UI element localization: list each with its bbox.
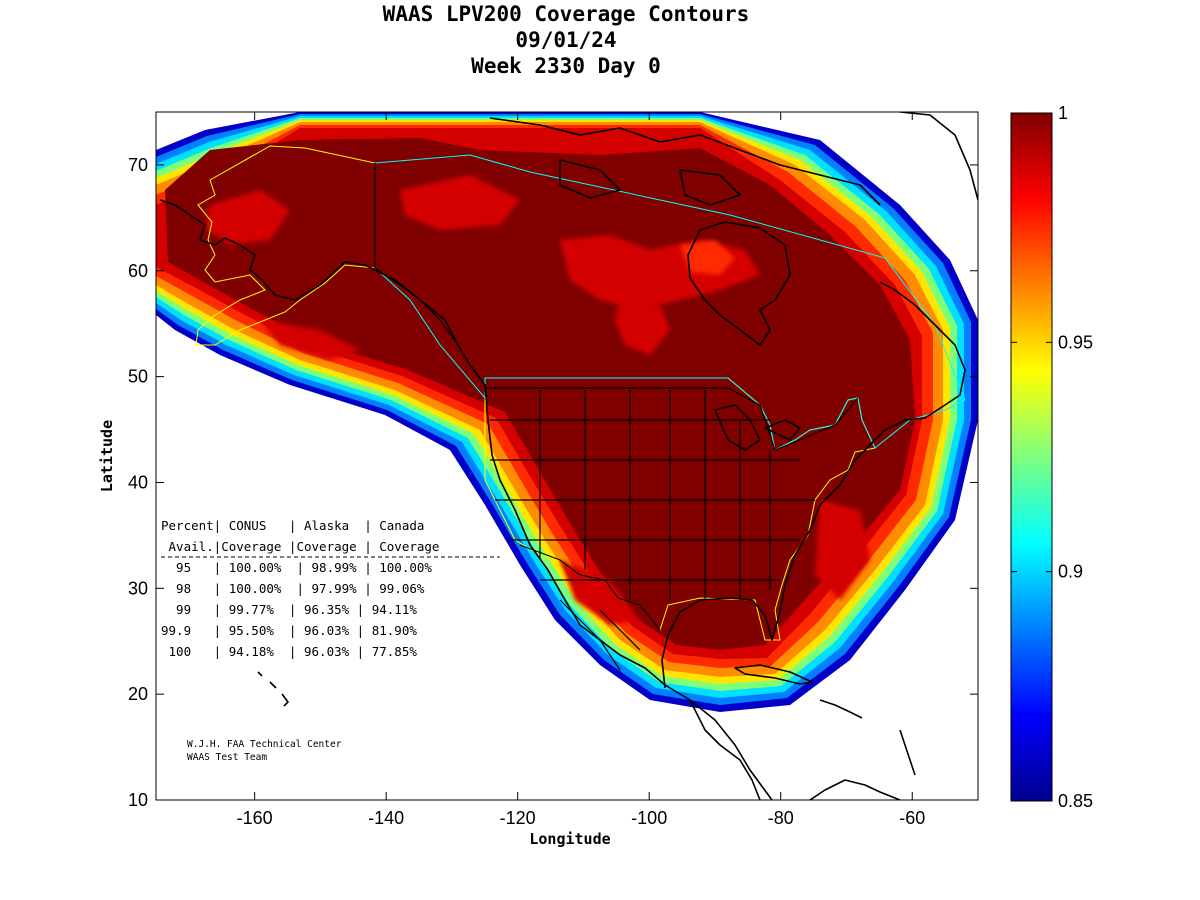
y-tick-label: 20 <box>128 684 148 704</box>
cuba <box>734 664 813 685</box>
plot-area <box>156 112 978 800</box>
colorbar-tick-label: 0.95 <box>1058 332 1093 352</box>
hawaii <box>257 671 289 707</box>
colorbar-tick-label: 1 <box>1058 103 1068 123</box>
colorbar-ticks: 0.85 0.9 0.95 1 <box>1011 103 1093 811</box>
canada-boundary <box>374 154 966 451</box>
greenland <box>899 112 978 201</box>
x-tick-label: -120 <box>500 808 536 828</box>
y-axis-ticks: 10 20 30 40 50 60 70 <box>128 155 978 810</box>
credit-line-1: W.J.H. FAA Technical Center <box>187 739 342 750</box>
y-tick-label: 10 <box>128 790 148 810</box>
x-axis-ticks: -160 -140 -120 -100 -80 -60 <box>237 112 925 828</box>
y-tick-label: 40 <box>128 472 148 492</box>
boundary-canada <box>374 154 966 451</box>
stats-row: 95 | 100.00% | 98.99% | 100.00% <box>161 560 432 575</box>
credit-line-2: WAAS Test Team <box>187 752 267 763</box>
x-tick-label: -140 <box>368 808 404 828</box>
colorbar-tick-label: 0.85 <box>1058 791 1093 811</box>
stats-row: 98 | 100.00% | 97.99% | 99.06% <box>161 581 425 596</box>
x-tick-label: -100 <box>631 808 667 828</box>
x-tick-label: -80 <box>768 808 794 828</box>
stats-row: 99 | 99.77% | 96.35% | 94.11% <box>161 602 417 617</box>
colorbar <box>1010 112 1053 802</box>
stats-header-1: Percent| CONUS | Alaska | Canada <box>161 518 424 533</box>
y-axis-label: Latitude <box>98 420 116 492</box>
contour-patch <box>815 500 870 600</box>
arctic-islands <box>489 117 881 206</box>
y-tick-label: 30 <box>128 578 148 598</box>
contour-patch <box>400 175 520 230</box>
y-tick-label: 50 <box>128 367 148 387</box>
central-america <box>689 699 761 800</box>
x-axis-label: Longitude <box>529 830 610 848</box>
arctic-islands-3 <box>679 169 741 206</box>
title-line-2: 09/01/24 <box>515 28 616 52</box>
stats-row: 100 | 94.18% | 96.03% | 77.85% <box>161 644 417 659</box>
stats-row: 99.9 | 95.50% | 96.03% | 81.90% <box>161 623 417 638</box>
south-america <box>809 779 901 800</box>
contour-patch <box>260 320 360 360</box>
political-borders <box>374 163 859 671</box>
caribbean <box>819 699 916 776</box>
hudson-bay <box>687 221 791 346</box>
x-tick-label: -60 <box>899 808 925 828</box>
y-tick-label: 70 <box>128 155 148 175</box>
gulf-coast <box>661 444 871 689</box>
atlantic-canada-coast <box>869 281 966 446</box>
great-lakes <box>714 404 801 451</box>
coverage-stats-table: Percent| CONUS | Alaska | Canada Avail.|… <box>161 518 500 659</box>
colorbar-tick-label: 0.9 <box>1058 562 1083 582</box>
title-line-3: Week 2330 Day 0 <box>471 54 661 78</box>
title-line-1: WAAS LPV200 Coverage Contours <box>383 2 750 26</box>
stats-header-2: Avail.|Coverage |Coverage | Coverage <box>161 539 439 554</box>
arctic-islands-2 <box>559 159 621 199</box>
x-tick-label: -160 <box>237 808 273 828</box>
contour-patch <box>680 240 735 275</box>
contour-patch <box>560 560 640 625</box>
us-canada-border <box>374 163 859 451</box>
mexico-states <box>559 599 641 671</box>
plot-frame <box>155 111 979 801</box>
contour-patch <box>615 300 670 355</box>
state-grid-v <box>539 390 771 600</box>
contour-patch <box>205 190 290 245</box>
y-tick-label: 60 <box>128 261 148 281</box>
